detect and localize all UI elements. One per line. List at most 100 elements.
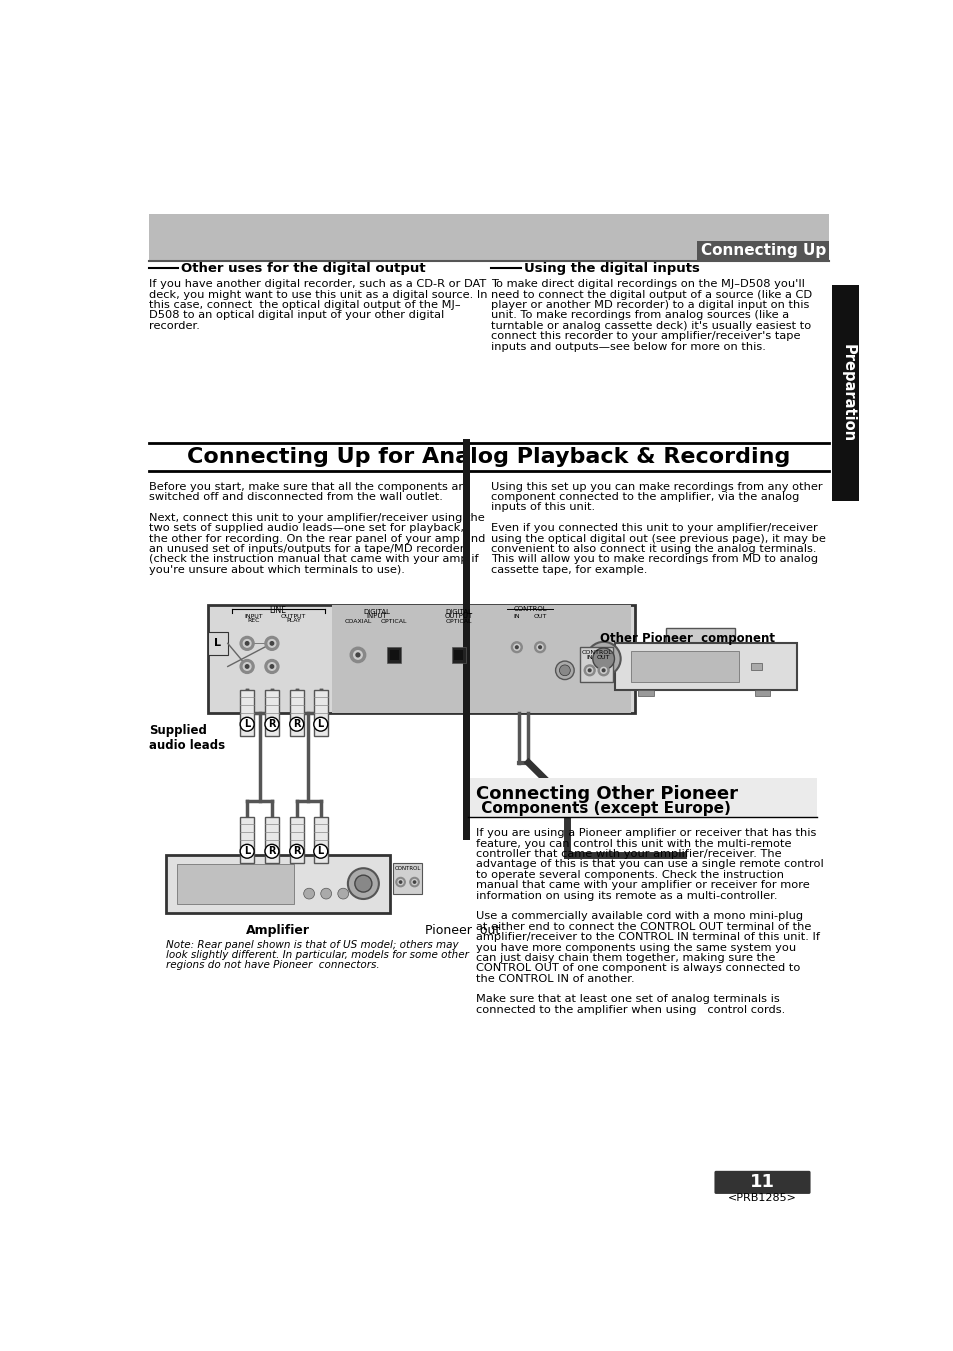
Text: L: L bbox=[244, 846, 250, 857]
Bar bbox=[454, 650, 463, 661]
Text: the CONTROL IN of another.: the CONTROL IN of another. bbox=[476, 974, 634, 984]
Text: <PRB1285>: <PRB1285> bbox=[727, 1193, 796, 1202]
Bar bbox=[240, 816, 253, 863]
Bar bbox=[314, 816, 328, 863]
Text: inputs and outputs—see below for more on this.: inputs and outputs—see below for more on… bbox=[491, 342, 765, 351]
Text: 11: 11 bbox=[749, 1174, 774, 1192]
Text: LINE: LINE bbox=[270, 607, 286, 616]
Bar bbox=[265, 816, 278, 863]
Text: this case, connect  the optical digital output of the MJ–: this case, connect the optical digital o… bbox=[149, 300, 460, 309]
Text: OPTICAL: OPTICAL bbox=[445, 619, 472, 624]
Text: player or another MD recorder) to a digital input on this: player or another MD recorder) to a digi… bbox=[491, 300, 809, 309]
Circle shape bbox=[537, 644, 542, 650]
Bar bbox=[208, 632, 228, 655]
Text: the other for recording. On the rear panel of your amp find: the other for recording. On the rear pan… bbox=[149, 534, 484, 543]
Text: OUT: OUT bbox=[533, 615, 546, 619]
Text: manual that came with your amplifier or receiver for more: manual that came with your amplifier or … bbox=[476, 880, 809, 890]
Bar bbox=[463, 439, 469, 840]
Circle shape bbox=[598, 665, 608, 676]
Bar bbox=[387, 647, 401, 662]
Bar bbox=[697, 240, 828, 261]
Text: you have more components using the same system you: you have more components using the same … bbox=[476, 943, 795, 952]
Text: Using the digital inputs: Using the digital inputs bbox=[523, 262, 699, 274]
Circle shape bbox=[243, 639, 251, 647]
Circle shape bbox=[412, 880, 416, 885]
Circle shape bbox=[245, 642, 249, 646]
Bar bbox=[638, 689, 654, 696]
Text: Connecting Up for Analog Playback & Recording: Connecting Up for Analog Playback & Reco… bbox=[187, 447, 790, 467]
Circle shape bbox=[240, 844, 253, 858]
Circle shape bbox=[348, 869, 378, 898]
Text: Use a commercially available cord with a mono mini-plug: Use a commercially available cord with a… bbox=[476, 912, 802, 921]
Circle shape bbox=[265, 717, 278, 731]
Text: Make sure that at least one set of analog terminals is: Make sure that at least one set of analo… bbox=[476, 994, 779, 1005]
Bar bbox=[615, 643, 797, 689]
Bar bbox=[177, 865, 294, 904]
Bar bbox=[831, 285, 862, 501]
Circle shape bbox=[240, 717, 253, 731]
Text: Note: Rear panel shown is that of US model; others may: Note: Rear panel shown is that of US mod… bbox=[166, 940, 457, 950]
Circle shape bbox=[514, 644, 519, 650]
Text: Even if you connected this unit to your amplifier/receiver: Even if you connected this unit to your … bbox=[491, 523, 817, 534]
Bar bbox=[390, 650, 398, 661]
Text: L: L bbox=[317, 719, 323, 730]
Text: Preparation: Preparation bbox=[840, 345, 854, 442]
Circle shape bbox=[583, 665, 595, 676]
Text: To make direct digital recordings on the MJ–D508 you'll: To make direct digital recordings on the… bbox=[491, 280, 804, 289]
Text: switched off and disconnected from the wall outlet.: switched off and disconnected from the w… bbox=[149, 492, 442, 503]
Text: deck, you might want to use this unit as a digital source. In: deck, you might want to use this unit as… bbox=[149, 289, 487, 300]
Circle shape bbox=[511, 642, 521, 653]
Circle shape bbox=[588, 669, 591, 671]
Circle shape bbox=[314, 844, 328, 858]
Text: CONTROL: CONTROL bbox=[394, 866, 420, 871]
Text: CONTROL OUT of one component is always connected to: CONTROL OUT of one component is always c… bbox=[476, 963, 800, 973]
Circle shape bbox=[534, 642, 545, 653]
Bar bbox=[393, 863, 422, 893]
Text: PLAY: PLAY bbox=[286, 617, 301, 623]
Bar bbox=[754, 689, 769, 696]
Bar bbox=[290, 816, 303, 863]
Circle shape bbox=[265, 659, 278, 673]
Text: DIGITAL: DIGITAL bbox=[445, 609, 472, 615]
Circle shape bbox=[592, 648, 614, 670]
Bar bbox=[468, 778, 816, 816]
Bar bbox=[208, 605, 634, 713]
Text: COAXIAL: COAXIAL bbox=[344, 619, 372, 624]
Text: cassette tape, for example.: cassette tape, for example. bbox=[491, 565, 647, 574]
Text: using the optical digital out (see previous page), it may be: using the optical digital out (see previ… bbox=[491, 534, 825, 543]
Circle shape bbox=[268, 639, 275, 647]
Text: INPUT: INPUT bbox=[366, 612, 387, 619]
Circle shape bbox=[410, 877, 418, 886]
Circle shape bbox=[355, 875, 372, 892]
Text: R: R bbox=[268, 846, 275, 857]
Bar bbox=[314, 689, 328, 736]
Text: amplifier/receiver to the CONTROL IN terminal of this unit. If: amplifier/receiver to the CONTROL IN ter… bbox=[476, 932, 819, 942]
Text: L: L bbox=[244, 719, 250, 730]
Bar bbox=[665, 628, 735, 655]
Circle shape bbox=[413, 881, 416, 884]
Text: Components (except Europe): Components (except Europe) bbox=[476, 801, 730, 816]
Bar bbox=[240, 689, 253, 736]
Circle shape bbox=[240, 659, 253, 673]
Text: If you are using a Pioneer amplifier or receiver that has this: If you are using a Pioneer amplifier or … bbox=[476, 828, 815, 838]
Text: L: L bbox=[214, 639, 221, 648]
Text: inputs of this unit.: inputs of this unit. bbox=[491, 503, 595, 512]
Bar bbox=[452, 647, 465, 662]
Text: an unused set of inputs/outputs for a tape/MD recorder: an unused set of inputs/outputs for a ta… bbox=[149, 544, 464, 554]
Text: component connected to the amplifier, via the analog: component connected to the amplifier, vi… bbox=[491, 492, 799, 503]
Circle shape bbox=[601, 669, 604, 671]
Text: need to connect the digital output of a source (like a CD: need to connect the digital output of a … bbox=[491, 289, 812, 300]
Bar bbox=[630, 651, 739, 682]
Text: feature, you can control this unit with the multi-remote: feature, you can control this unit with … bbox=[476, 839, 790, 848]
Circle shape bbox=[395, 877, 405, 886]
Text: R: R bbox=[268, 719, 275, 730]
Text: information on using its remote as a multi-controller.: information on using its remote as a mul… bbox=[476, 890, 777, 901]
Text: Pioneer  out: Pioneer out bbox=[425, 924, 500, 936]
Text: Connecting Up: Connecting Up bbox=[700, 243, 825, 258]
Text: regions do not have Pioneer  connectors.: regions do not have Pioneer connectors. bbox=[166, 959, 379, 970]
Text: controller that came with your amplifier/receiver. The: controller that came with your amplifier… bbox=[476, 848, 781, 859]
Bar bbox=[166, 855, 390, 913]
Text: Supplied
audio leads: Supplied audio leads bbox=[149, 724, 225, 753]
Circle shape bbox=[268, 662, 275, 670]
Text: you're unsure about which terminals to use).: you're unsure about which terminals to u… bbox=[149, 565, 404, 574]
